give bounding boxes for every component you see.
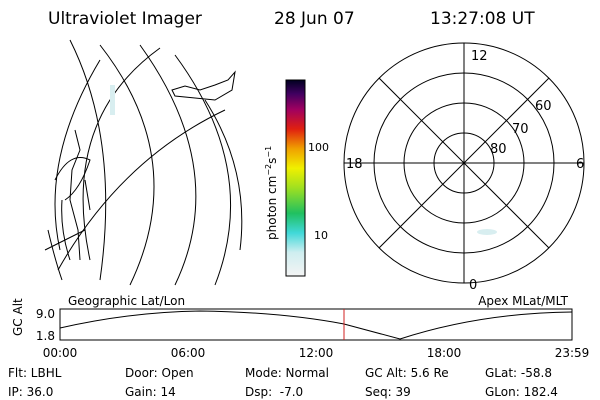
- label-part: s: [265, 158, 279, 164]
- status-field: Mode: Normal: [245, 366, 329, 380]
- map-panel: [44, 39, 243, 286]
- title: Ultraviolet Imager: [48, 9, 202, 29]
- map-arc: [82, 47, 161, 261]
- status-field: GC Alt: 5.6 Re: [365, 366, 449, 380]
- mlt-label: 0: [469, 278, 477, 293]
- map-arc: [69, 39, 107, 281]
- x-tick-label: 00:00: [43, 346, 78, 360]
- panel-label: Apex MLat/MLT: [478, 294, 568, 308]
- emission: [477, 229, 497, 235]
- coastline: [69, 129, 91, 261]
- superscript: −2: [264, 164, 273, 176]
- superscript: −1: [264, 146, 273, 158]
- mlt-label: 12: [471, 49, 488, 64]
- mlt-label: 6: [576, 157, 584, 172]
- mlt-label: 18: [346, 157, 363, 172]
- colorbar-label: photon cm−2s−1: [264, 146, 279, 240]
- map-arc: [99, 44, 155, 286]
- map-arc: [139, 44, 197, 286]
- status-bar: Flt: LBHL Door: Open Mode: Normal GC Alt: 5…: [8, 366, 558, 399]
- map-arc: [57, 109, 226, 271]
- x-tick-label: 23:59: [555, 346, 590, 360]
- y-tick-label: 1.8: [36, 329, 55, 343]
- status-field: GLon: 182.4: [485, 385, 558, 399]
- x-tick-label: 06:00: [171, 346, 206, 360]
- emission: [110, 85, 115, 115]
- status-field: IP: 36.0: [8, 385, 53, 399]
- map-arc: [54, 59, 101, 251]
- status-field: Flt: LBHL: [8, 366, 62, 380]
- date: 28 Jun 07: [274, 9, 355, 29]
- status-field: Door: Open: [125, 366, 194, 380]
- coastline: [171, 70, 236, 101]
- x-ticks: 00:00 06:00 12:00 18:00 23:59: [43, 346, 590, 360]
- lat-label: 70: [512, 122, 529, 137]
- status-field: Dsp: -7.0: [245, 385, 303, 399]
- map-arc: [204, 99, 243, 251]
- lat-label: 60: [535, 99, 552, 114]
- status-field: Seq: 39: [365, 385, 411, 399]
- y-axis-label: GC Alt: [11, 298, 25, 336]
- label-part: photon cm: [265, 176, 279, 240]
- status-field: GLat: -58.8: [485, 366, 552, 380]
- time: 13:27:08 UT: [430, 9, 535, 29]
- colorbar-tick: 10: [314, 229, 328, 242]
- polar-grid: [343, 42, 585, 284]
- colorbar-tick: 100: [308, 141, 329, 154]
- colorbar: [285, 79, 306, 277]
- lat-label: 80: [490, 142, 507, 157]
- panel-label: Geographic Lat/Lon: [68, 294, 185, 308]
- status-field: Gain: 14: [125, 385, 176, 399]
- altitude-curve: [59, 310, 573, 340]
- x-tick-label: 12:00: [299, 346, 334, 360]
- y-tick-label: 9.0: [36, 307, 55, 321]
- map-arc: [174, 54, 231, 286]
- map-arc: [54, 157, 91, 201]
- altitude-box: [59, 308, 573, 341]
- x-tick-label: 18:00: [427, 346, 462, 360]
